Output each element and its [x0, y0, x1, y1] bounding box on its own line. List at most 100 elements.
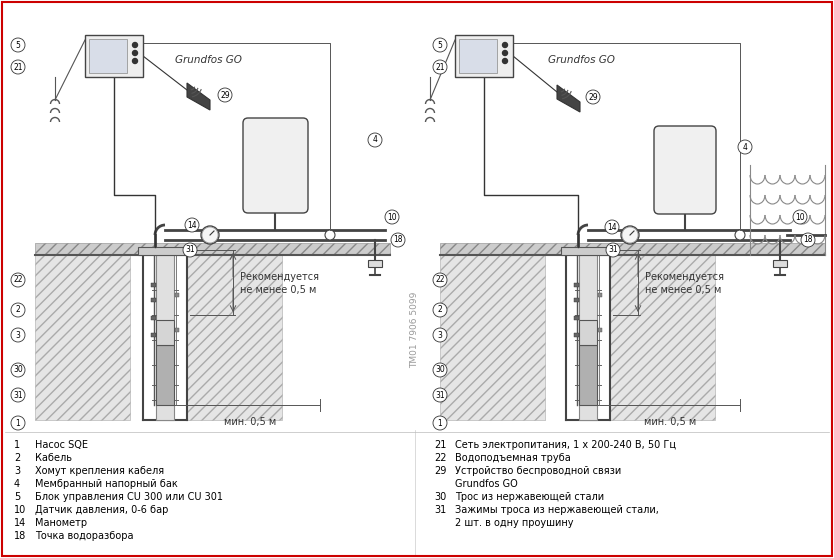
Circle shape — [368, 133, 382, 147]
Circle shape — [391, 233, 405, 247]
Circle shape — [133, 59, 138, 64]
Circle shape — [433, 363, 447, 377]
Bar — [156, 255, 174, 420]
Text: 31: 31 — [434, 505, 446, 515]
Bar — [175, 328, 179, 332]
Text: Рекомендуется: Рекомендуется — [645, 272, 724, 282]
Text: 30: 30 — [435, 365, 445, 374]
Circle shape — [586, 90, 600, 104]
Text: Насос SQE: Насос SQE — [35, 440, 88, 450]
Text: 10: 10 — [14, 505, 26, 515]
Text: Зажимы троса из нержавеющей стали,: Зажимы троса из нержавеющей стали, — [455, 505, 659, 515]
Bar — [151, 283, 156, 287]
Text: 22: 22 — [434, 453, 446, 463]
Text: 2: 2 — [16, 305, 20, 315]
Text: 4: 4 — [14, 479, 20, 489]
Bar — [579, 345, 597, 405]
Bar — [574, 316, 579, 320]
Text: 18: 18 — [394, 235, 403, 244]
Circle shape — [433, 38, 447, 52]
Text: 4: 4 — [373, 136, 378, 145]
Circle shape — [433, 273, 447, 287]
Text: 5: 5 — [16, 41, 21, 50]
Text: 18: 18 — [14, 531, 26, 541]
Text: 30: 30 — [434, 492, 446, 502]
Text: 5: 5 — [14, 492, 20, 502]
Bar — [598, 328, 602, 332]
Bar — [35, 255, 130, 420]
Text: 30: 30 — [13, 365, 23, 374]
Text: 3: 3 — [16, 330, 21, 339]
Text: 1: 1 — [438, 418, 442, 427]
Text: Кабель: Кабель — [35, 453, 72, 463]
Bar — [187, 255, 282, 420]
Text: 31: 31 — [435, 391, 445, 400]
Circle shape — [801, 233, 815, 247]
Text: Точка водоразбора: Точка водоразбора — [35, 531, 133, 541]
Text: Трос из нержавеющей стали: Трос из нержавеющей стали — [455, 492, 604, 502]
Circle shape — [793, 210, 807, 224]
Circle shape — [11, 388, 25, 402]
FancyBboxPatch shape — [243, 118, 308, 213]
Text: 22: 22 — [13, 276, 23, 285]
Circle shape — [185, 218, 199, 232]
Circle shape — [433, 328, 447, 342]
Bar — [151, 333, 156, 337]
Text: 14: 14 — [607, 223, 617, 232]
Bar — [156, 345, 174, 405]
Text: 10: 10 — [795, 213, 805, 222]
Text: 10: 10 — [387, 213, 397, 222]
Text: 5: 5 — [438, 41, 443, 50]
Text: 29: 29 — [434, 466, 446, 476]
Text: 14: 14 — [14, 518, 26, 528]
Text: Grundfos GO: Grundfos GO — [455, 479, 518, 489]
Circle shape — [11, 328, 25, 342]
Text: 2 шт. в одну проушину: 2 шт. в одну проушину — [455, 518, 574, 528]
Text: 3: 3 — [14, 466, 20, 476]
Bar — [440, 243, 825, 255]
Bar — [138, 247, 192, 255]
Bar — [455, 35, 513, 77]
Text: 31: 31 — [185, 246, 195, 254]
Circle shape — [201, 226, 219, 244]
Polygon shape — [557, 85, 580, 112]
FancyBboxPatch shape — [654, 126, 716, 214]
Circle shape — [183, 243, 197, 257]
Text: ТМ01 7906 5099: ТМ01 7906 5099 — [410, 292, 420, 368]
Text: 1: 1 — [16, 418, 20, 427]
Text: мин. 0,5 м: мин. 0,5 м — [224, 417, 276, 427]
Text: 4: 4 — [742, 142, 747, 152]
Bar — [574, 298, 579, 302]
Text: 21: 21 — [13, 62, 23, 71]
Circle shape — [433, 416, 447, 430]
Circle shape — [622, 227, 638, 243]
Circle shape — [738, 140, 752, 154]
Circle shape — [11, 363, 25, 377]
Bar — [85, 35, 143, 77]
Circle shape — [433, 303, 447, 317]
Circle shape — [11, 273, 25, 287]
Circle shape — [503, 42, 508, 47]
Text: Хомут крепления кабеля: Хомут крепления кабеля — [35, 466, 164, 476]
Text: не менее 0,5 м: не менее 0,5 м — [240, 285, 316, 295]
Text: 14: 14 — [187, 220, 197, 229]
Circle shape — [218, 88, 232, 102]
Text: Рекомендуется: Рекомендуется — [240, 272, 319, 282]
Circle shape — [11, 38, 25, 52]
Bar — [574, 283, 579, 287]
Text: Сеть электропитания, 1 х 200-240 В, 50 Гц: Сеть электропитания, 1 х 200-240 В, 50 Г… — [455, 440, 676, 450]
Circle shape — [133, 42, 138, 47]
Text: не менее 0,5 м: не менее 0,5 м — [645, 285, 721, 295]
Bar — [35, 243, 390, 255]
Text: 2: 2 — [14, 453, 20, 463]
Bar — [151, 298, 156, 302]
Circle shape — [503, 59, 508, 64]
Bar — [368, 260, 382, 267]
Text: 29: 29 — [220, 90, 230, 99]
Text: 2: 2 — [438, 305, 442, 315]
Bar — [156, 320, 174, 345]
Text: мин. 0,5 м: мин. 0,5 м — [644, 417, 696, 427]
Bar — [579, 320, 597, 345]
Text: Grundfos GO: Grundfos GO — [548, 55, 615, 65]
Text: Grundfos GO: Grundfos GO — [175, 55, 242, 65]
